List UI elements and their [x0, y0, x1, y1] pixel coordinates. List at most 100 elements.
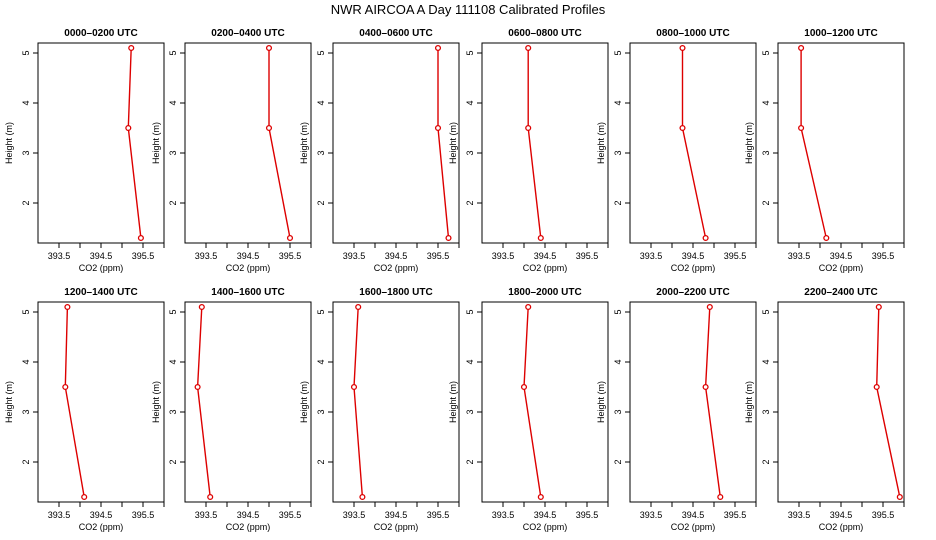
panel-9: 1800–2000 UTC 393.5 394.5 395.5 2 3 4 5 CO2 (ppm… [448, 287, 609, 532]
y-axis-label: Height (m) [596, 381, 606, 423]
y-tick-label: 5 [168, 309, 178, 314]
y-tick-label: 4 [613, 359, 623, 364]
panel-title: 0600–0800 UTC [508, 28, 581, 39]
data-point [434, 44, 442, 52]
x-axis-label: CO2 (ppm) [374, 263, 419, 273]
y-axis-label: Height (m) [4, 381, 14, 423]
y-tick-label: 2 [761, 459, 771, 464]
panel-3: 0600–0800 UTC 393.5 394.5 395.5 2 3 4 5 CO2 (ppm… [448, 28, 609, 273]
panel-6: 1200–1400 UTC 393.5 394.5 395.5 2 3 4 5 CO2 (ppm… [4, 287, 165, 532]
data-point [125, 124, 132, 132]
y-tick-label: 4 [465, 100, 475, 105]
x-tick-label: 393.5 [640, 251, 663, 261]
x-tick-label: 394.5 [237, 251, 260, 261]
panel-title: 2200–2400 UTC [804, 287, 877, 298]
data-point [128, 44, 135, 52]
profile-line [704, 306, 721, 498]
panel-1: 0200–0400 UTC 393.5 394.5 395.5 2 3 4 5 CO2 (ppm… [151, 28, 312, 273]
x-axis-label: CO2 (ppm) [523, 263, 568, 273]
plot-frame [629, 42, 757, 244]
y-tick-label: 2 [613, 200, 623, 205]
profile-line [353, 306, 364, 498]
data-point [359, 493, 366, 501]
y-axis-label: Height (m) [151, 122, 161, 164]
profile-line [437, 48, 450, 239]
data-point [525, 124, 532, 132]
y-tick-label: 3 [168, 409, 178, 414]
y-tick-label: 3 [613, 409, 623, 414]
profile-line [875, 306, 901, 498]
y-tick-label: 5 [21, 309, 31, 314]
data-point [875, 303, 882, 311]
y-tick-label: 4 [316, 100, 326, 105]
x-tick-label: 395.5 [427, 251, 450, 261]
x-tick-label: 394.5 [237, 510, 260, 520]
y-tick-label: 3 [465, 409, 475, 414]
x-tick-label: 394.5 [534, 510, 557, 520]
x-tick-label: 395.5 [872, 251, 895, 261]
plot-frame [481, 42, 609, 244]
x-tick-label: 393.5 [492, 510, 515, 520]
y-tick-label: 4 [21, 359, 31, 364]
panel-10: 2000–2200 UTC 393.5 394.5 395.5 2 3 4 5 CO2 (ppm… [596, 287, 757, 532]
panel-title: 1000–1200 UTC [804, 28, 877, 39]
profile-line [127, 47, 142, 239]
data-point [64, 303, 71, 311]
x-axis-label: CO2 (ppm) [523, 522, 568, 532]
y-tick-label: 3 [761, 409, 771, 414]
data-point [355, 303, 362, 311]
x-tick-label: 394.5 [385, 510, 408, 520]
data-point [350, 383, 358, 391]
panel-title: 1800–2000 UTC [508, 287, 581, 298]
data-point [537, 493, 544, 501]
plot-frame [332, 301, 460, 503]
y-tick-label: 3 [761, 150, 771, 155]
x-tick-label: 394.5 [682, 251, 705, 261]
data-point [62, 383, 69, 391]
x-tick-label: 394.5 [385, 251, 408, 261]
y-tick-label: 2 [21, 459, 31, 464]
profile-line [681, 48, 707, 239]
y-tick-label: 2 [316, 200, 326, 205]
panel-title: 0400–0600 UTC [359, 28, 432, 39]
y-axis-label: Height (m) [448, 122, 458, 164]
data-point [207, 493, 214, 501]
data-point [798, 124, 805, 132]
y-tick-label: 2 [316, 459, 326, 464]
x-tick-label: 395.5 [427, 510, 450, 520]
x-tick-label: 393.5 [788, 510, 811, 520]
panel-2: 0400–0600 UTC 393.5 394.5 395.5 2 3 4 5 CO2 (ppm… [299, 28, 460, 273]
panel-4: 0800–1000 UTC 393.5 394.5 395.5 2 3 4 5 CO2 (ppm… [596, 28, 757, 273]
data-point [525, 303, 532, 311]
data-point [265, 44, 273, 52]
y-tick-label: 3 [465, 150, 475, 155]
data-point [265, 124, 273, 132]
data-point [896, 493, 903, 501]
y-tick-label: 5 [168, 50, 178, 55]
y-tick-label: 2 [168, 459, 178, 464]
x-tick-label: 394.5 [90, 510, 113, 520]
plot-frame [481, 301, 609, 503]
profile-line [800, 48, 827, 239]
data-point [194, 383, 201, 391]
y-tick-label: 5 [316, 309, 326, 314]
y-tick-label: 3 [613, 150, 623, 155]
data-point [137, 234, 144, 242]
plot-frame [184, 301, 312, 503]
y-tick-label: 5 [316, 50, 326, 55]
plot-frame [184, 42, 312, 244]
x-tick-label: 395.5 [724, 510, 747, 520]
data-point [520, 383, 528, 391]
x-axis-label: CO2 (ppm) [819, 522, 864, 532]
y-tick-label: 5 [761, 50, 771, 55]
y-tick-label: 2 [21, 200, 31, 205]
y-tick-label: 4 [168, 359, 178, 364]
y-tick-label: 3 [21, 409, 31, 414]
panel-title: 2000–2200 UTC [656, 287, 729, 298]
plot-frame [37, 301, 165, 503]
data-point [537, 234, 544, 242]
x-tick-label: 393.5 [195, 510, 218, 520]
x-tick-label: 394.5 [534, 251, 557, 261]
y-tick-label: 5 [21, 50, 31, 55]
